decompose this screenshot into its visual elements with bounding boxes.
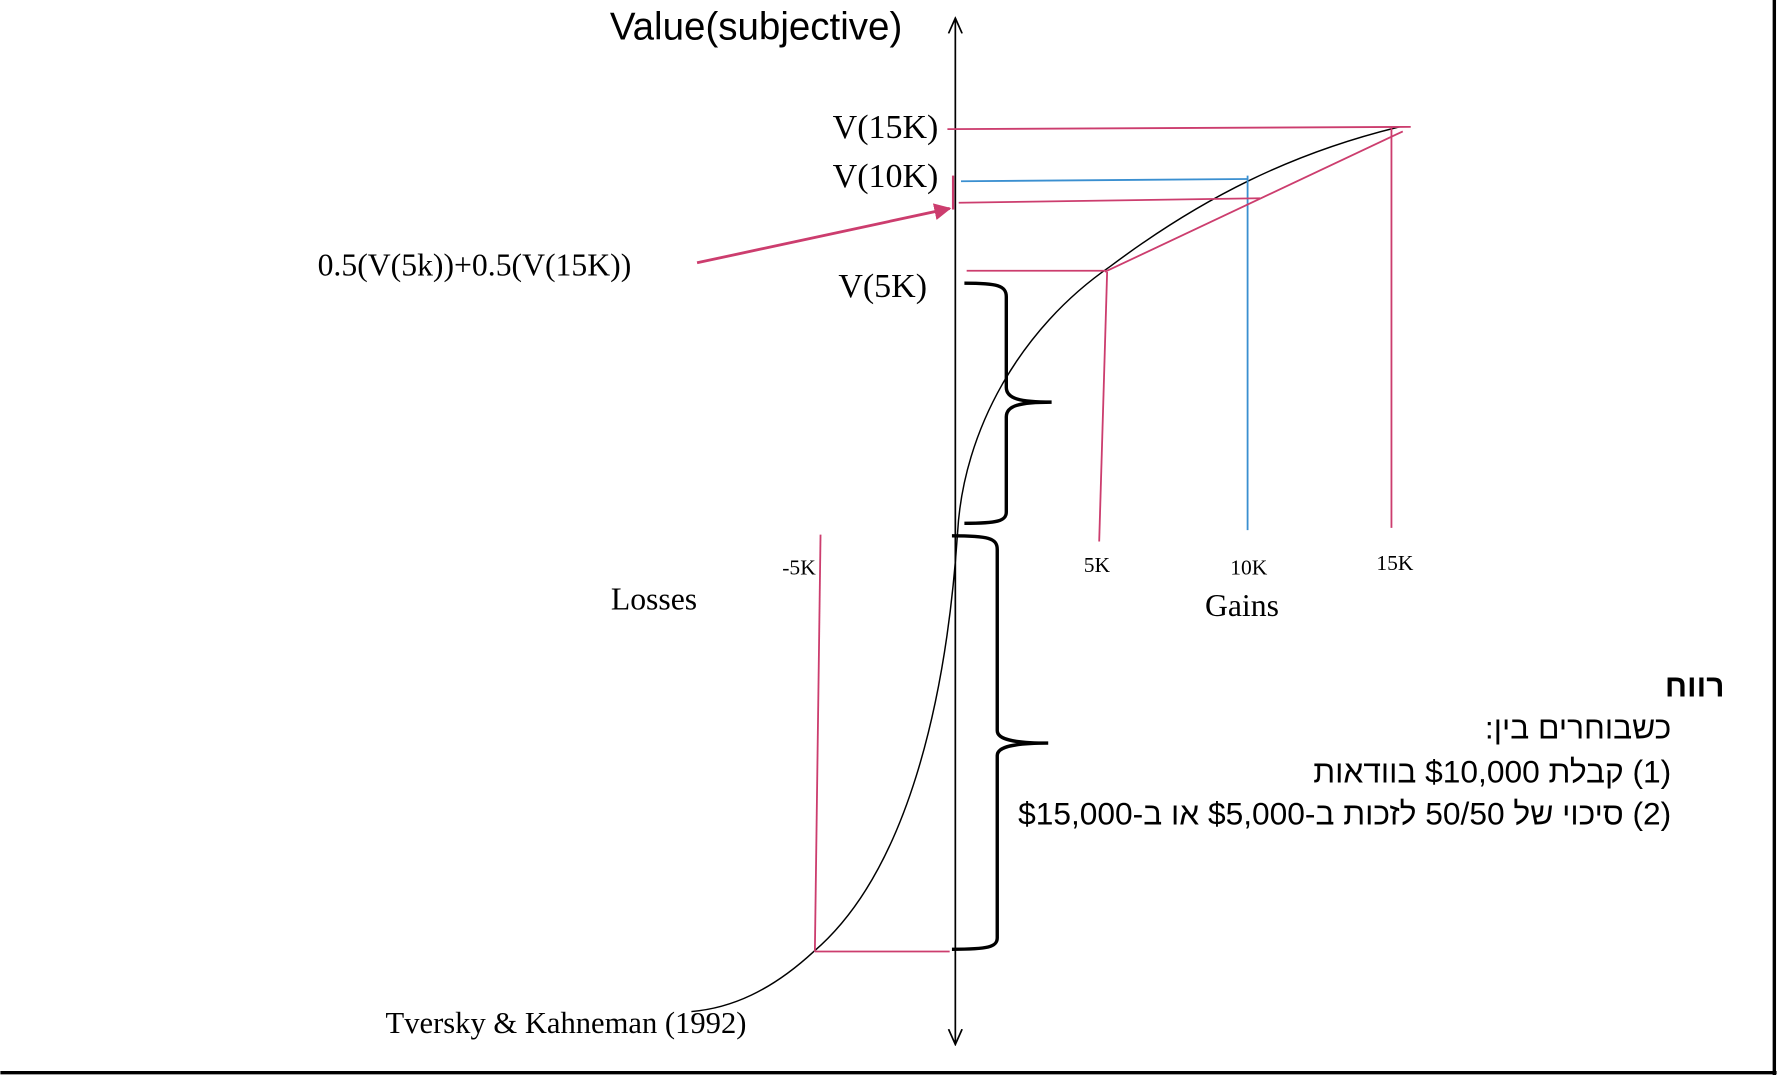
v15k-label: V(15K) bbox=[833, 109, 939, 146]
v10k-label: V(10K) bbox=[833, 158, 939, 195]
expected-value-label: 0.5(V(5k))+0.5(V(15K)) bbox=[318, 247, 632, 282]
loss-brace bbox=[951, 534, 1049, 951]
neg5k-vertical-line bbox=[813, 534, 822, 952]
expected-value-guide-line bbox=[958, 197, 1261, 204]
losses-label: Losses bbox=[611, 581, 697, 616]
gains-label: Gains bbox=[1205, 588, 1279, 623]
tick-label-5k: 5K bbox=[1084, 553, 1111, 577]
axis-title: Value(subjective) bbox=[610, 6, 902, 49]
gamble-chord-line bbox=[1104, 130, 1404, 273]
v5k-label: V(5K) bbox=[838, 268, 927, 305]
expected-value-arrow bbox=[696, 203, 952, 265]
5k-vertical-line bbox=[1098, 271, 1109, 542]
value-curve-gains bbox=[956, 126, 1400, 533]
v10k-guide-line bbox=[960, 178, 1248, 183]
tick-label-15k: 15K bbox=[1376, 551, 1414, 575]
hebrew-line-1: כשבוחרים בין: bbox=[1485, 710, 1671, 746]
gain-brace bbox=[964, 281, 1052, 526]
hebrew-title: רווח bbox=[1665, 668, 1725, 704]
value-curve-losses bbox=[691, 532, 959, 1013]
tick-label-neg5k: -5K bbox=[782, 555, 816, 579]
tick-label-10k: 10K bbox=[1230, 555, 1268, 579]
v15k-guide-line bbox=[947, 125, 1411, 131]
hebrew-line-3: (2) סיכוי של 50/50 לזכות ב-$5,000 או ב-$… bbox=[1018, 796, 1671, 832]
hebrew-line-2: (1) קבלת $10,000 בוודאות bbox=[1313, 754, 1671, 790]
citation: Tversky & Kahneman (1992) bbox=[386, 1006, 747, 1040]
